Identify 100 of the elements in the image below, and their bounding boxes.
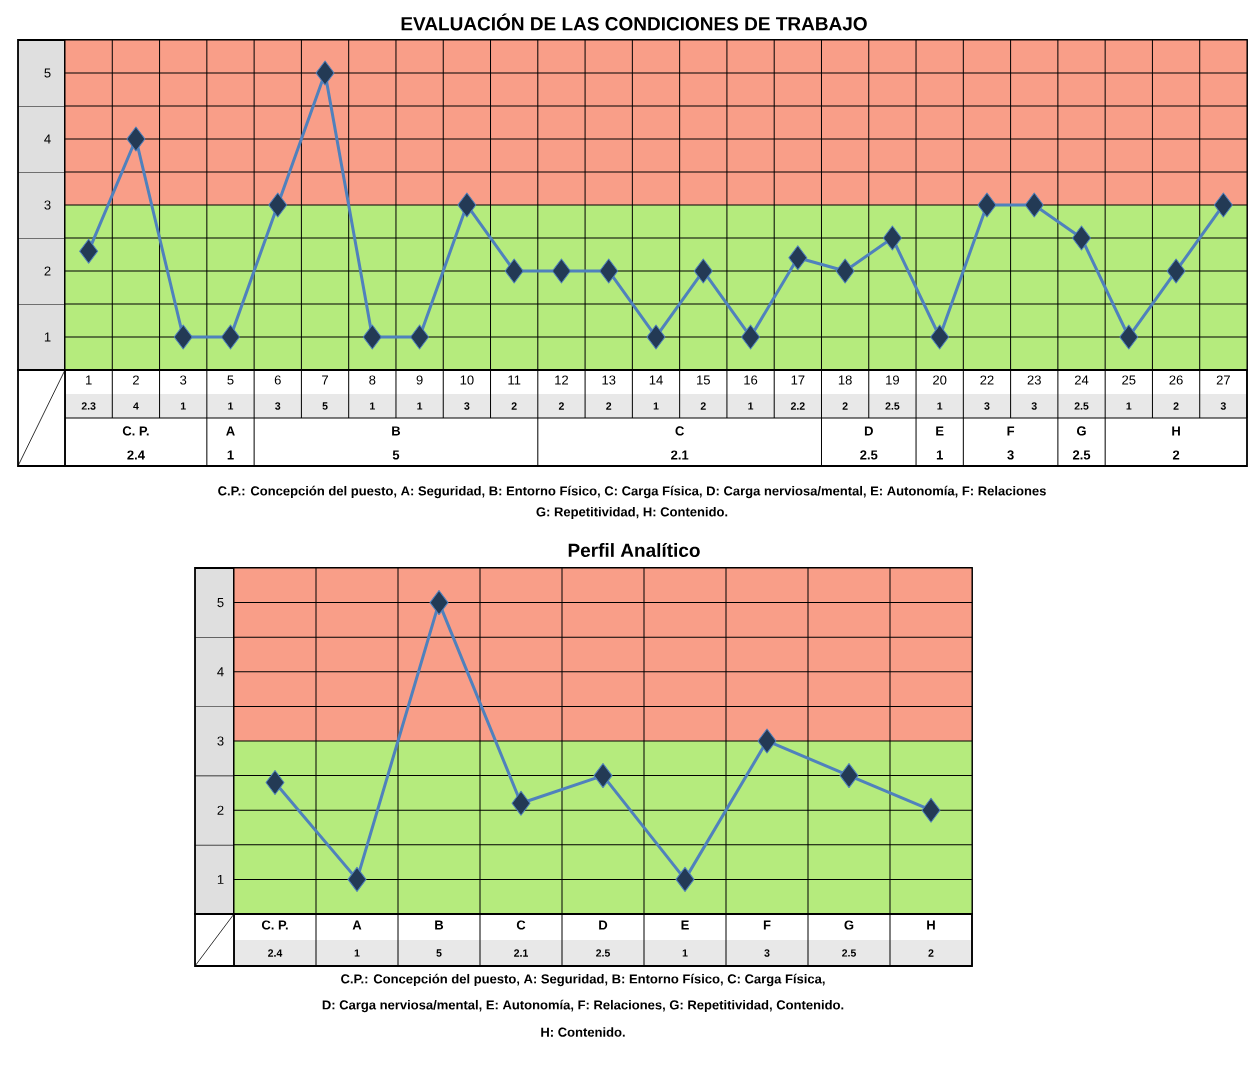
data-label: 2 <box>928 949 934 957</box>
text: C.P.: Concepción del puesto, A: Seguridad, B: Entorno Físico, C: Carga Física, D: Carga nerviosa/mental, E: Autonomía, F: Relaciones <box>218 485 1046 499</box>
y-tick-label: 2 <box>217 805 224 815</box>
x-tick-label: C <box>516 920 526 930</box>
x-tick-label: D <box>599 920 608 930</box>
data-label: 1 <box>370 402 375 410</box>
x-tick-label: C. P. <box>261 920 288 930</box>
data-label: 3 <box>764 949 770 957</box>
data-label: 1 <box>1126 402 1132 410</box>
x-tick-label: 12 <box>555 375 569 385</box>
y-tick-label: 1 <box>44 332 51 342</box>
text: C.P.: Concepción del puesto, A: Seguridad, B: Entorno Físico, C: Carga Física, <box>341 973 825 987</box>
data-label: 1 <box>354 949 360 957</box>
data-label: 2.5 <box>885 402 900 410</box>
text: 3 <box>1007 450 1014 460</box>
x-tick-label: 17 <box>791 375 805 385</box>
y-tick-label: 5 <box>44 68 51 78</box>
data-label: 5 <box>322 402 328 410</box>
x-tick-label: 19 <box>886 375 900 385</box>
chart-title: EVALUACIÓN DE LAS CONDICIONES DE TRABAJO <box>401 13 867 31</box>
x-tick-label: 24 <box>1074 375 1089 385</box>
text: B <box>392 426 401 436</box>
x-tick-label: 16 <box>744 375 758 385</box>
y-tick-label: 3 <box>217 736 224 746</box>
data-label: 2.1 <box>514 949 528 957</box>
data-label: 3 <box>1220 402 1226 410</box>
text: C. P. <box>122 426 149 436</box>
text: G: Repetitividad, H: Contenido. <box>536 506 728 520</box>
x-tick-label: 11 <box>508 375 521 385</box>
x-tick-label: 22 <box>980 375 994 385</box>
text: G <box>1077 426 1086 436</box>
data-label: 2.5 <box>842 949 856 957</box>
y-tick-label: 3 <box>44 200 51 210</box>
x-tick-label: 7 <box>322 375 328 385</box>
x-tick-label: 1 <box>86 375 92 385</box>
text: F <box>1007 426 1015 436</box>
data-label: 5 <box>436 949 442 957</box>
data-label: 4 <box>133 402 139 410</box>
x-tick-label: 8 <box>369 375 376 385</box>
y-tick-label: 2 <box>44 266 51 276</box>
x-tick-label: E <box>681 920 689 930</box>
y-tick-label: 4 <box>217 667 224 677</box>
x-tick-label: 13 <box>602 375 616 385</box>
x-tick-label: 20 <box>933 375 947 385</box>
text: E <box>936 426 944 436</box>
x-tick-label: 15 <box>697 375 710 385</box>
x-tick-label: 23 <box>1027 375 1041 385</box>
x-tick-label: H <box>927 920 935 930</box>
x-tick-label: B <box>435 920 444 930</box>
text: 5 <box>392 450 400 460</box>
x-tick-label: 25 <box>1122 375 1136 385</box>
text: H <box>1172 426 1180 436</box>
data-label: 2.5 <box>1074 402 1089 410</box>
x-tick-label: 18 <box>838 375 852 385</box>
text: A <box>226 426 235 436</box>
x-tick-label: F <box>763 920 771 930</box>
data-label: 2 <box>606 402 612 410</box>
data-label: 1 <box>228 402 234 410</box>
data-label: 1 <box>417 402 423 410</box>
data-label: 2.5 <box>596 949 610 957</box>
x-tick-label: 9 <box>416 375 423 385</box>
y-tick-label: 4 <box>44 134 51 144</box>
y-tick-label: 1 <box>217 874 224 884</box>
data-label: 1 <box>937 402 943 410</box>
text: 1 <box>936 450 943 460</box>
data-label: 2 <box>1173 402 1179 410</box>
data-label: 1 <box>748 402 754 410</box>
x-tick-label: 26 <box>1169 375 1183 385</box>
text: 2 <box>1172 450 1180 460</box>
chart-title: Perfil Analítico <box>568 542 700 558</box>
data-label: 1 <box>682 949 688 957</box>
text: 1 <box>227 450 234 460</box>
data-label: 1 <box>180 402 186 410</box>
text: C <box>675 426 684 436</box>
x-tick-label: 14 <box>649 375 663 385</box>
data-label: 1 <box>653 402 659 410</box>
data-label: 2.4 <box>268 949 283 957</box>
x-tick-label: G <box>844 920 854 930</box>
data-label: 3 <box>464 402 470 410</box>
x-tick-label: 6 <box>274 375 281 385</box>
data-label: 3 <box>275 402 281 410</box>
data-label: 3 <box>1031 402 1037 410</box>
x-tick-label: 27 <box>1216 375 1230 385</box>
text: 2.4 <box>127 450 145 460</box>
data-label: 2 <box>700 402 706 410</box>
y-tick-label: 5 <box>217 598 224 608</box>
data-label: 2.2 <box>790 402 805 410</box>
x-tick-label: 3 <box>180 375 187 385</box>
text: 2.1 <box>671 450 689 460</box>
text: D: Carga nerviosa/mental, E: Autonomía, F: Relaciones, G: Repetitividad, Contenido. <box>322 999 844 1013</box>
text: 2.5 <box>1072 450 1091 460</box>
data-label: 2 <box>511 402 517 410</box>
text: H: Contenido. <box>541 1027 625 1037</box>
x-tick-label: A <box>352 920 362 930</box>
data-label: 2 <box>558 402 564 410</box>
text: 2.5 <box>860 450 878 460</box>
x-tick-label: 10 <box>460 375 474 385</box>
data-label: 2 <box>842 402 848 410</box>
data-label: 3 <box>984 402 990 410</box>
text: D <box>864 426 873 436</box>
